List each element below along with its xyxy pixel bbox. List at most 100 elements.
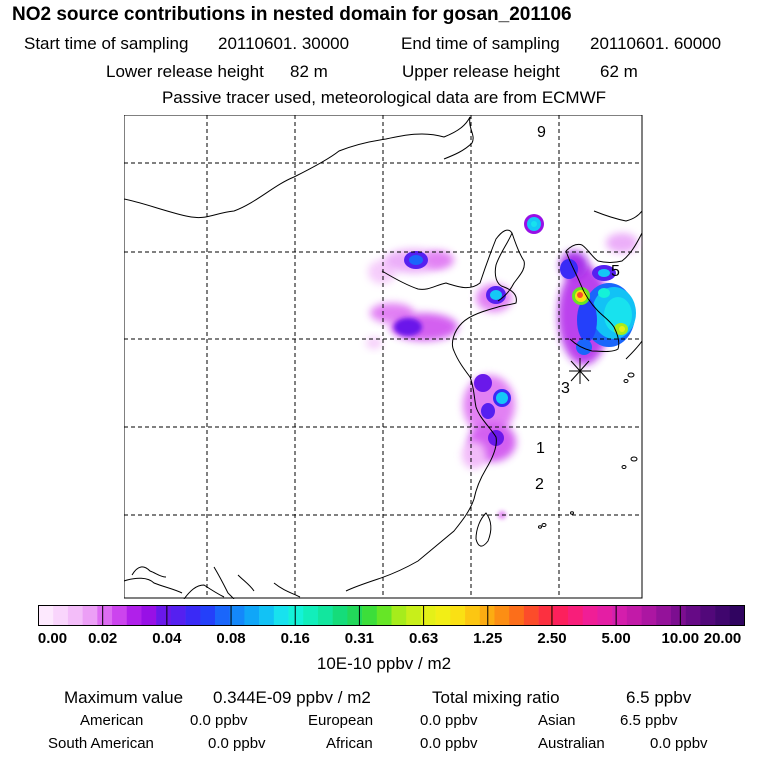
colorbar-cell [362, 605, 378, 626]
coastlines [124, 116, 643, 599]
end-time-value: 20110601. 60000 [590, 34, 722, 53]
colorbar-cell [685, 605, 701, 626]
lower-release-value: 82 m [290, 62, 328, 81]
colorbar-cell [553, 605, 569, 626]
region-name-australian: Australian [538, 735, 605, 752]
colorbar-cell [435, 605, 451, 626]
colorbar-tick-label: 20.00 [703, 630, 742, 647]
colorbar-cell [406, 605, 422, 626]
colorbar-cell [568, 605, 584, 626]
colorbar-cell [38, 605, 54, 626]
colorbar-cell [156, 605, 172, 626]
region-name-american: American [80, 712, 144, 729]
region-label-1: 1 [536, 440, 545, 457]
colorbar-cell [420, 605, 436, 626]
colorbar-cell [465, 605, 481, 626]
lower-release-label: Lower release height [106, 62, 264, 81]
region-value-asian: 6.5 ppbv [620, 712, 678, 729]
colorbar-tick-label: 0.04 [152, 630, 182, 647]
colorbar-cell [729, 605, 745, 626]
concentration-map: 9 5 3 1 2 [124, 115, 643, 599]
colorbar-cell [141, 605, 157, 626]
upper-release-label: Upper release height [402, 62, 560, 81]
max-value: 0.344E-09 ppbv / m2 [213, 688, 371, 707]
end-time-label: End time of sampling [401, 34, 560, 53]
region-value-australian: 0.0 ppbv [650, 735, 708, 752]
region-value-african: 0.0 ppbv [420, 735, 478, 752]
colorbar-cell [126, 605, 142, 626]
receptor-star-icon [569, 358, 591, 384]
colorbar-cell [376, 605, 392, 626]
colorbar-tick-label: 0.63 [408, 630, 439, 647]
region-label-3: 3 [561, 380, 570, 397]
start-time-value: 20110601. 30000 [218, 34, 350, 53]
colorbar-tick-label: 1.25 [473, 630, 503, 647]
region-name-asian: Asian [538, 712, 576, 729]
region-name-european: European [308, 712, 374, 729]
region-name-south-american: South American [48, 735, 154, 752]
colorbar-cell [715, 605, 731, 626]
colorbar-cell [670, 605, 686, 626]
start-time-label: Start time of sampling [24, 34, 189, 53]
country-borders [131, 566, 255, 599]
region-value-american: 0.0 ppbv [190, 712, 248, 729]
colorbar-cell [170, 605, 186, 626]
colorbar-cell [656, 605, 672, 626]
colorbar-tick-label: 0.16 [280, 630, 310, 647]
region-label-5: 5 [611, 263, 620, 280]
colorbar-tick-label: 5.00 [601, 630, 631, 647]
region-label-2: 2 [535, 476, 544, 493]
colorbar-cell [332, 605, 348, 626]
colorbar-tick-label: 0.00 [37, 630, 68, 647]
colorbar-cell [347, 605, 363, 626]
colorbar-cell [67, 605, 83, 626]
plume-mid [394, 214, 636, 446]
colorbar-cell [641, 605, 657, 626]
colorbar-cell [538, 605, 554, 626]
colorbar-cell [317, 605, 333, 626]
region-label-9: 9 [537, 124, 546, 141]
total-mixing-value: 6.5 ppbv [626, 688, 692, 707]
region-value-european: 0.0 ppbv [420, 712, 478, 729]
colorbar-cell [700, 605, 716, 626]
colorbar-cell [244, 605, 260, 626]
colorbar-cell [185, 605, 201, 626]
colorbar-cell [523, 605, 539, 626]
colorbar-cell [479, 605, 495, 626]
colorbar-cell [626, 605, 642, 626]
upper-release-value: 62 m [600, 62, 638, 81]
colorbar-cell [597, 605, 613, 626]
colorbar-tick-label: 0.08 [216, 630, 246, 647]
colorbar-tick-label: 0.02 [88, 630, 118, 647]
colorbar-cell [200, 605, 216, 626]
max-value-label: Maximum value [64, 688, 184, 707]
colorbar-cell [391, 605, 407, 626]
colorbar [38, 605, 745, 626]
colorbar-tick-label: 2.50 [537, 630, 567, 647]
colorbar-cell [112, 605, 128, 626]
colorbar-cell [450, 605, 466, 626]
page-title: NO2 source contributions in nested domai… [12, 4, 572, 25]
colorbar-cell [82, 605, 98, 626]
colorbar-cell [259, 605, 275, 626]
colorbar-tick-label: 10.00 [661, 630, 700, 647]
colorbar-cell [303, 605, 319, 626]
total-mixing-label: Total mixing ratio [432, 688, 560, 707]
colorbar-cell [215, 605, 231, 626]
colorbar-cell [288, 605, 304, 626]
colorbar-tick-label: 0.31 [344, 630, 375, 647]
colorbar-cell [97, 605, 113, 626]
graticule [124, 115, 642, 598]
tracer-note: Passive tracer used, meteorological data… [161, 88, 607, 107]
colorbar-cell [612, 605, 628, 626]
region-name-african: African [326, 735, 373, 752]
colorbar-cell [273, 605, 289, 626]
islands [538, 372, 638, 529]
colorbar-cell [229, 605, 245, 626]
plume-high [572, 287, 628, 335]
colorbar-cell [509, 605, 525, 626]
colorbar-cell [582, 605, 598, 626]
colorbar-cell [494, 605, 510, 626]
region-value-south-american: 0.0 ppbv [208, 735, 266, 752]
colorbar-cell [53, 605, 69, 626]
